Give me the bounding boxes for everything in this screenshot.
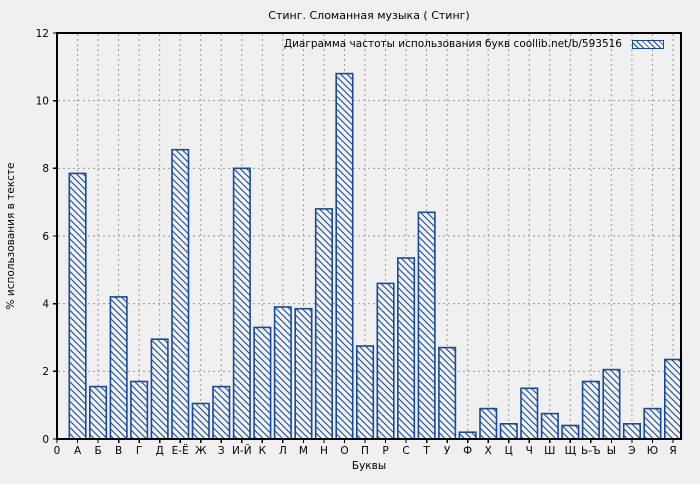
x-tick-label: З bbox=[218, 445, 225, 457]
x-tick-label: К bbox=[259, 445, 267, 457]
bar-Щ bbox=[561, 424, 580, 440]
bar-М bbox=[294, 307, 313, 440]
bar-Ч bbox=[520, 387, 539, 440]
bar-П bbox=[355, 345, 375, 440]
x-tick-label: Ч bbox=[526, 445, 533, 457]
bar-А bbox=[68, 172, 87, 440]
x-tick-label: А bbox=[74, 445, 82, 457]
x-tick-label: Щ bbox=[565, 445, 577, 457]
bar-Э bbox=[622, 422, 642, 440]
x-tick-label: О bbox=[340, 445, 348, 457]
x-tick-label: Ы bbox=[607, 445, 616, 457]
x-tick-label: Ш bbox=[544, 445, 555, 457]
x-tick-label: Ь-Ъ bbox=[581, 445, 601, 457]
bar-Ш bbox=[540, 412, 559, 440]
bar-Ю bbox=[643, 407, 662, 440]
bar-О bbox=[335, 72, 354, 440]
bar-Д bbox=[150, 338, 169, 440]
x-tick-label: С bbox=[402, 445, 409, 457]
x-tick-label: И-Й bbox=[232, 444, 252, 457]
bar-Ф bbox=[458, 431, 477, 440]
x-tick-label: Б bbox=[94, 445, 101, 457]
y-tick-label: 0 bbox=[42, 434, 49, 446]
y-axis-label: % использования в тексте bbox=[5, 162, 17, 310]
bar-Е-Ё bbox=[171, 148, 190, 440]
y-tick-label: 2 bbox=[42, 366, 49, 378]
x-tick-label: Е-Ё bbox=[172, 444, 189, 457]
x-tick-label: Ф bbox=[463, 445, 472, 457]
y-tick-label: 8 bbox=[42, 163, 49, 175]
x-tick-label: Г bbox=[136, 445, 142, 457]
legend-key-swatch bbox=[632, 39, 664, 49]
bar-Т bbox=[417, 211, 436, 440]
x-tick-label: Н bbox=[320, 445, 328, 457]
bar-Ь-Ъ bbox=[581, 380, 600, 440]
x-tick-label: М bbox=[299, 445, 308, 457]
bar-Г bbox=[130, 380, 149, 440]
bar-Ж bbox=[191, 402, 210, 440]
bar-Я bbox=[663, 358, 683, 440]
legend: Диаграмма частоты использования букв coo… bbox=[284, 38, 664, 50]
bar-И-Й bbox=[232, 167, 251, 440]
bar-Н bbox=[314, 208, 334, 440]
x-tick-label: Л bbox=[279, 445, 287, 457]
y-tick-label: 12 bbox=[36, 28, 49, 40]
x-tick-label: Ж bbox=[195, 445, 207, 457]
x-tick-label: У bbox=[444, 445, 451, 457]
bar-Б bbox=[89, 385, 108, 440]
chart-title: Стинг. Сломанная музыка ( Стинг) bbox=[268, 9, 470, 22]
x-tick-label: Р bbox=[382, 445, 388, 457]
y-tick-label: 10 bbox=[36, 95, 49, 107]
x-tick-label: В bbox=[115, 445, 122, 457]
bar-Ц bbox=[499, 422, 518, 440]
bar-С bbox=[396, 257, 416, 440]
bar-Р bbox=[376, 282, 395, 440]
bar-Л bbox=[273, 306, 292, 440]
legend-label: Диаграмма частоты использования букв coo… bbox=[283, 38, 622, 50]
bar-Х bbox=[479, 407, 498, 440]
bar-В bbox=[109, 296, 128, 440]
x-tick-label: Я bbox=[669, 445, 676, 457]
bar-Ы bbox=[602, 368, 621, 440]
x-tick-label: Х bbox=[485, 445, 492, 457]
x-tick-label: Ю bbox=[647, 445, 658, 457]
x-tick-label: П bbox=[361, 445, 369, 457]
x-tick-label: Д bbox=[156, 445, 164, 457]
y-tick-label: 6 bbox=[42, 231, 49, 243]
y-tick-label: 4 bbox=[42, 298, 49, 310]
x-axis-label: Буквы bbox=[351, 460, 387, 472]
bar-К bbox=[253, 326, 272, 440]
x-tick-label: Э bbox=[628, 445, 635, 457]
x-tick-origin: 0 bbox=[54, 445, 61, 457]
x-tick-label: Ц bbox=[505, 445, 513, 457]
x-tick-label: Т bbox=[422, 445, 430, 457]
bar-У bbox=[438, 346, 457, 440]
bar-З bbox=[212, 385, 231, 440]
